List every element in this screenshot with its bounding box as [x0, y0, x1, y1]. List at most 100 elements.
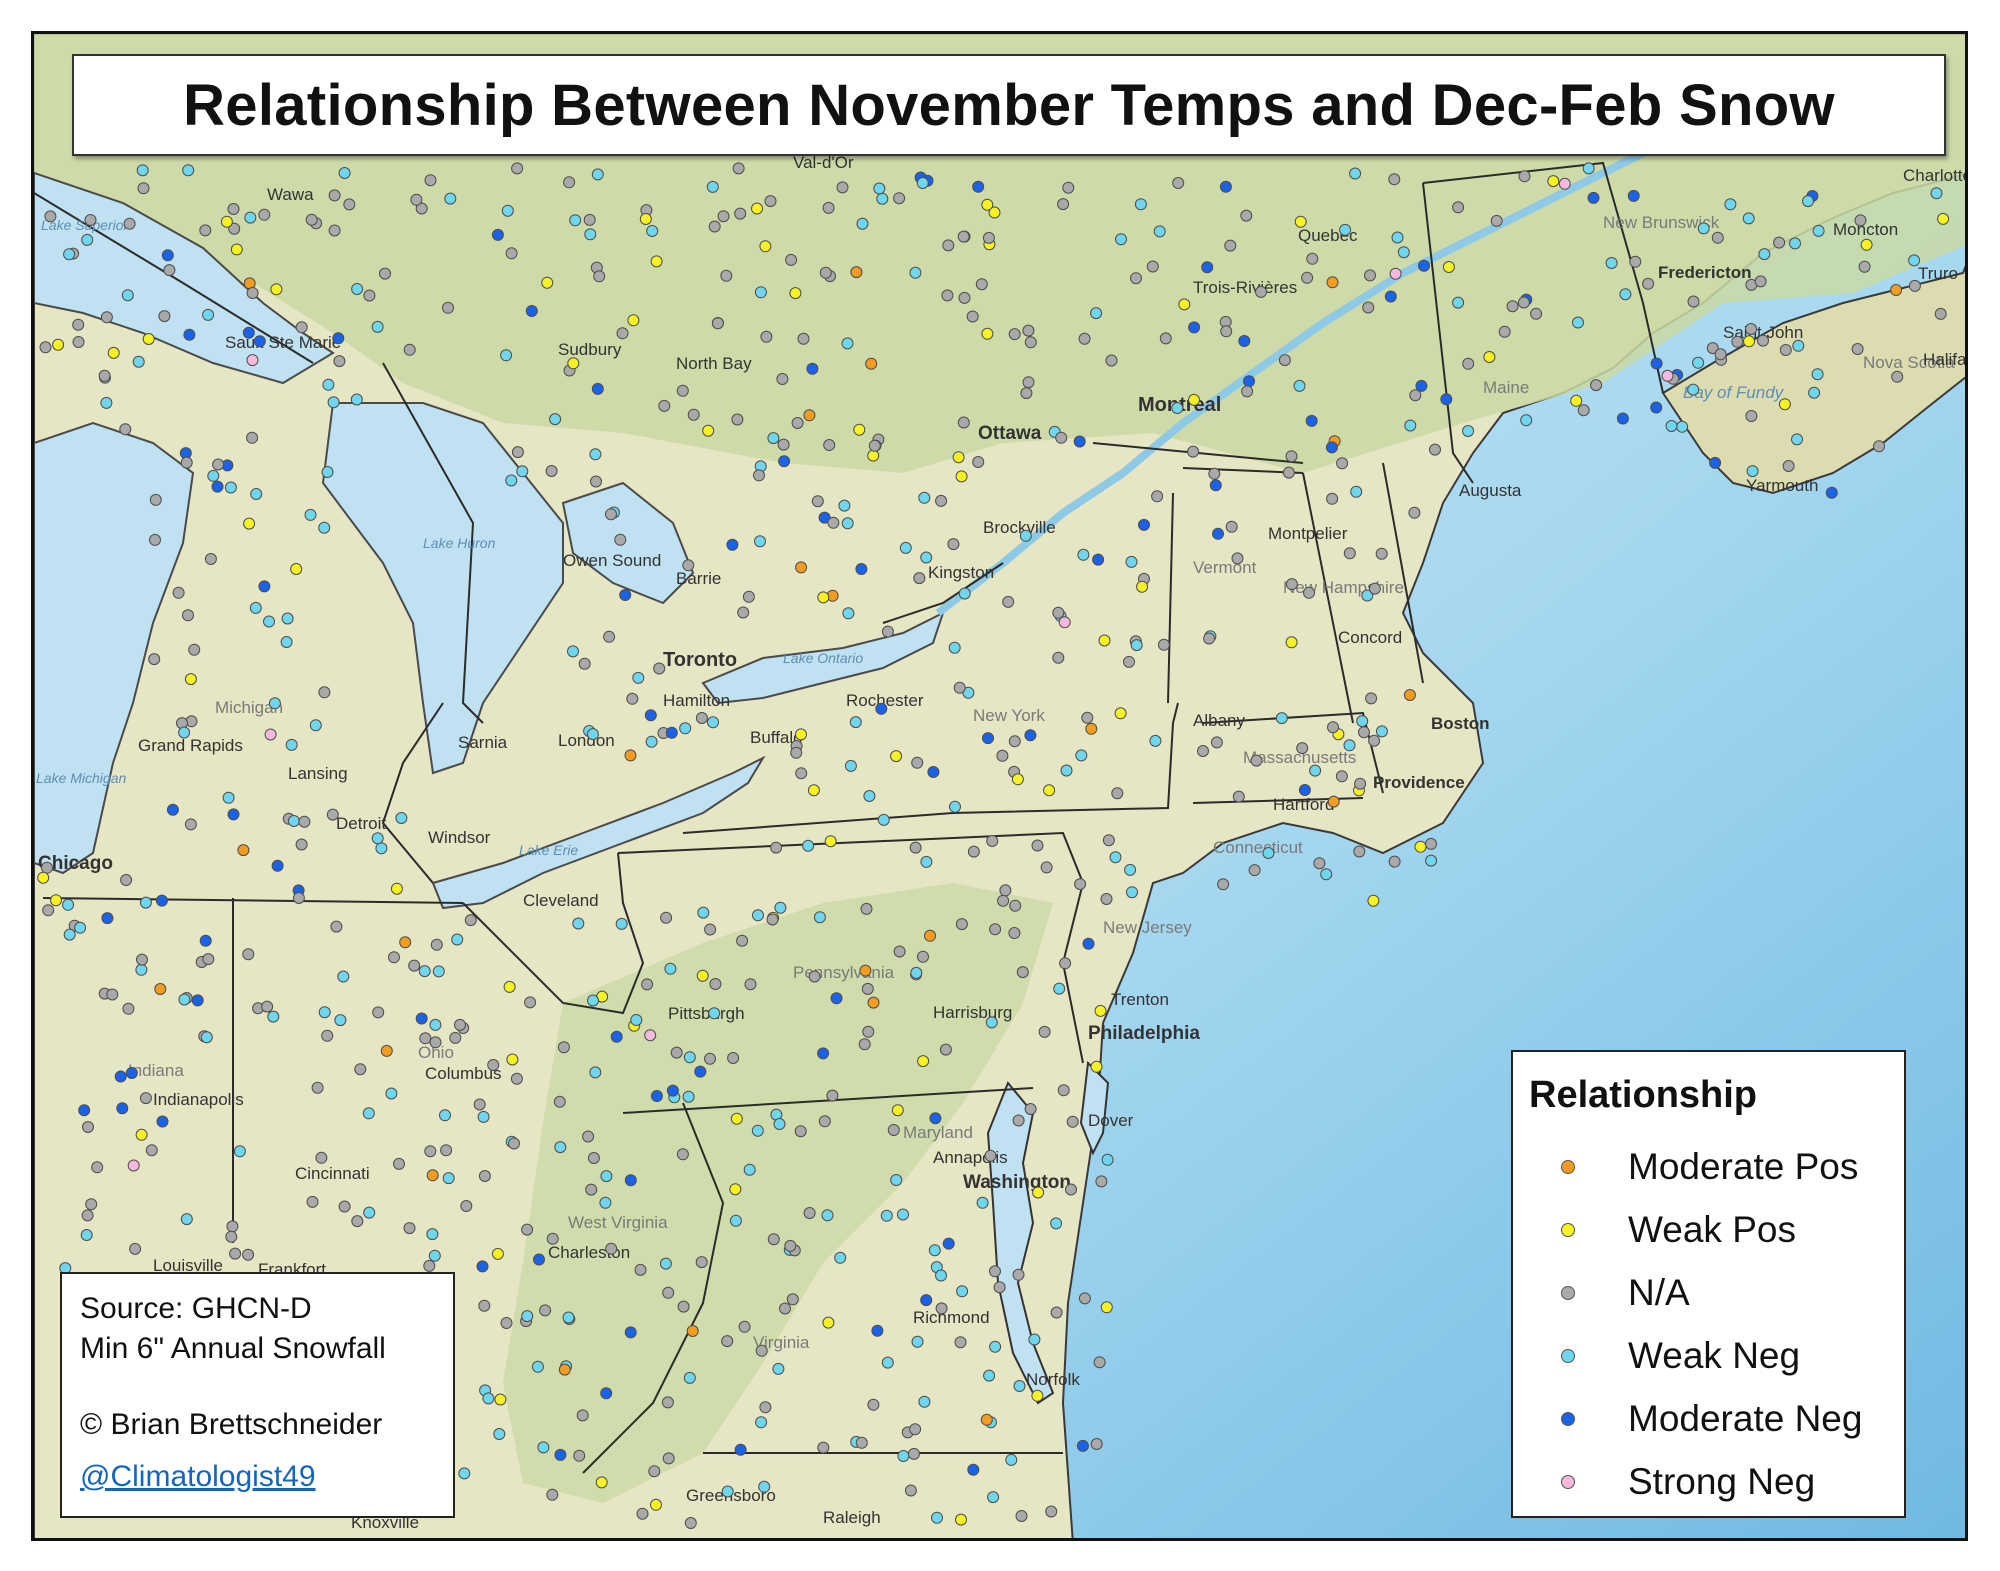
station-marker [1031, 1389, 1044, 1402]
station-marker [85, 1198, 98, 1211]
station-marker [1890, 284, 1903, 296]
station-marker [774, 901, 787, 914]
station-marker [822, 201, 835, 214]
station-marker [867, 1398, 880, 1411]
station-marker [1208, 467, 1221, 480]
na-marker [1561, 1286, 1575, 1300]
station-marker [956, 1285, 969, 1298]
station-marker [1860, 238, 1873, 251]
station-marker [211, 480, 224, 493]
station-marker [321, 466, 334, 478]
station-marker [772, 1362, 785, 1375]
station-marker [1506, 300, 1519, 313]
station-marker [328, 189, 341, 202]
station-marker [91, 1161, 104, 1174]
station-marker [1250, 754, 1263, 767]
station-marker [1052, 651, 1065, 664]
station-marker [650, 1090, 663, 1102]
twitter-handle-link[interactable]: @Climatologist49 [80, 1460, 316, 1493]
station-marker [290, 563, 303, 575]
station-marker [554, 1141, 567, 1154]
station-marker [983, 1369, 996, 1382]
station-marker [1327, 721, 1339, 734]
station-marker [338, 1200, 351, 1213]
station-marker [116, 1102, 129, 1115]
station-marker [503, 980, 516, 993]
source-box: Source: GHCN-D Min 6" Annual Snowfall © … [60, 1272, 455, 1518]
station-marker [899, 541, 912, 554]
station-marker [891, 1104, 904, 1117]
station-marker [927, 766, 940, 778]
station-marker [546, 1488, 559, 1501]
legend-label: Strong Neg [1628, 1461, 1816, 1502]
city-label: Wawa [267, 185, 314, 204]
station-marker [1326, 276, 1339, 289]
station-marker [1075, 749, 1088, 762]
station-marker [1212, 527, 1224, 540]
legend-title: Relationship [1529, 1074, 1758, 1116]
legend-label: Moderate Neg [1628, 1398, 1863, 1439]
station-marker [942, 1237, 955, 1250]
station-marker [865, 357, 878, 370]
station-marker [458, 1467, 471, 1480]
station-marker [1858, 260, 1871, 273]
station-marker [246, 431, 259, 444]
city-label: Rochester [846, 691, 924, 710]
station-marker [1188, 393, 1200, 406]
region-label: Maryland [903, 1123, 973, 1142]
station-marker [227, 808, 240, 821]
station-marker [1008, 328, 1021, 341]
region-label: Michigan [215, 698, 283, 717]
station-marker [1285, 636, 1298, 649]
station-marker [263, 615, 275, 628]
region-label: New Jersey [1103, 918, 1192, 937]
station-marker [980, 1413, 993, 1426]
station-marker [220, 215, 233, 228]
station-marker [1020, 387, 1033, 400]
station-marker [662, 1452, 675, 1465]
station-marker [591, 382, 604, 395]
station-marker [563, 176, 576, 189]
map-title: Relationship Between November Temps and … [183, 72, 1835, 138]
station-marker [62, 898, 75, 911]
station-marker [1111, 787, 1124, 800]
station-marker [1404, 419, 1417, 432]
station-marker [395, 812, 408, 824]
station-marker [706, 180, 719, 193]
station-marker [732, 162, 745, 175]
station-marker [371, 832, 384, 845]
station-marker [1313, 857, 1326, 870]
station-marker [890, 1174, 903, 1186]
station-marker [826, 1089, 839, 1102]
station-marker [363, 289, 376, 302]
station-marker [955, 918, 968, 931]
station-marker [957, 416, 970, 429]
station-marker [1136, 580, 1149, 593]
station-marker [1134, 198, 1147, 211]
station-marker [997, 894, 1010, 907]
station-marker [1077, 548, 1090, 561]
station-marker [136, 164, 149, 177]
region-label: New Brunswick [1603, 213, 1720, 232]
city-label: Philadelphia [1088, 1023, 1200, 1044]
station-marker [100, 311, 113, 324]
station-marker [250, 488, 263, 500]
station-marker [1114, 707, 1127, 720]
station-marker [1650, 357, 1663, 370]
region-label: Indiana [128, 1061, 184, 1080]
station-marker [1746, 465, 1759, 478]
city-label: Louisville [153, 1256, 223, 1275]
station-marker [1095, 1175, 1108, 1188]
station-marker [1296, 742, 1309, 755]
station-marker [1354, 777, 1367, 790]
city-label: Columbus [425, 1064, 502, 1083]
station-marker [137, 182, 150, 195]
station-marker [182, 609, 194, 622]
station-marker [721, 1335, 734, 1348]
station-marker [1040, 861, 1053, 874]
station-marker [567, 645, 579, 658]
station-marker [776, 373, 789, 385]
station-marker [1102, 834, 1115, 847]
station-marker [999, 884, 1012, 897]
station-marker [877, 813, 890, 826]
